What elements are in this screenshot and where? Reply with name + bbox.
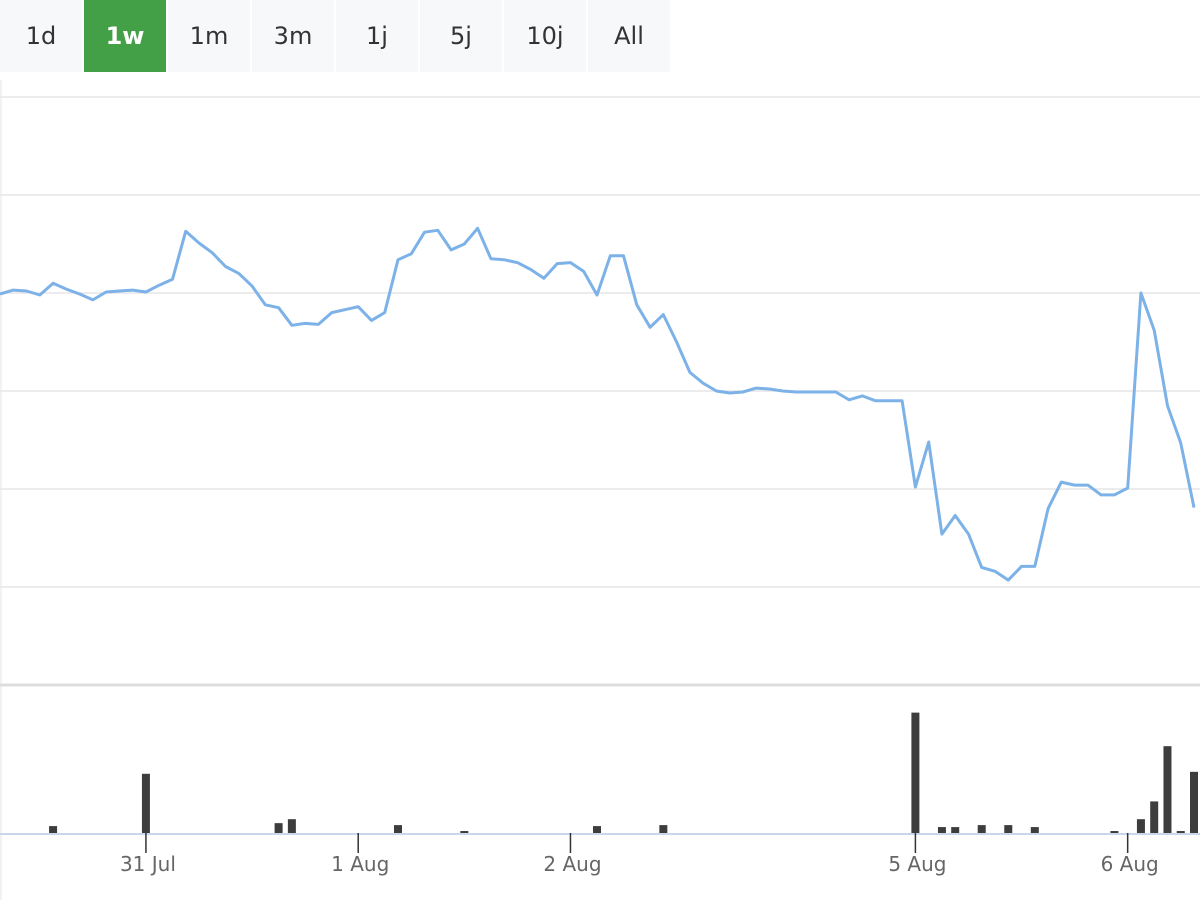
price-line [0, 226, 1196, 582]
volume-bar [394, 825, 402, 833]
range-button[interactable]: 3m [252, 0, 334, 72]
volume-bar [593, 826, 601, 833]
volume-bar [1163, 746, 1172, 833]
range-button[interactable]: 1m [168, 0, 250, 72]
range-button[interactable]: 1w [84, 0, 166, 72]
volume-bar [1004, 825, 1013, 833]
range-button[interactable]: All [588, 0, 670, 72]
range-button[interactable]: 1d [0, 0, 82, 72]
volume-bar [1110, 831, 1119, 833]
x-tick-label: 2 Aug [543, 852, 601, 876]
x-tick-label: 6 Aug [1101, 852, 1159, 876]
x-tick-label: 31 Jul [120, 852, 176, 876]
x-tick-label: 5 Aug [888, 852, 946, 876]
volume-bar [1176, 831, 1185, 833]
range-selector: 1d 1w 1m 3m 1j 5j 10j All [0, 0, 670, 72]
volume-bar [274, 823, 283, 833]
volume-bar [141, 773, 150, 833]
volume-bar [49, 826, 58, 833]
range-button[interactable]: 5j [420, 0, 502, 72]
volume-bar [911, 712, 920, 833]
volume-bar [659, 825, 668, 833]
volume-bar [287, 819, 296, 833]
range-button[interactable]: 10j [504, 0, 586, 72]
range-button[interactable]: 1j [336, 0, 418, 72]
volume-bar [951, 827, 960, 833]
volume-bar [1150, 801, 1159, 833]
volume-bar [1136, 819, 1145, 833]
volume-bar [937, 827, 946, 833]
volume-bar [1190, 771, 1198, 833]
volume-bar [1030, 827, 1039, 833]
x-tick-label: 1 Aug [331, 852, 389, 876]
volume-bar [460, 831, 469, 833]
volume-bar [977, 825, 986, 833]
